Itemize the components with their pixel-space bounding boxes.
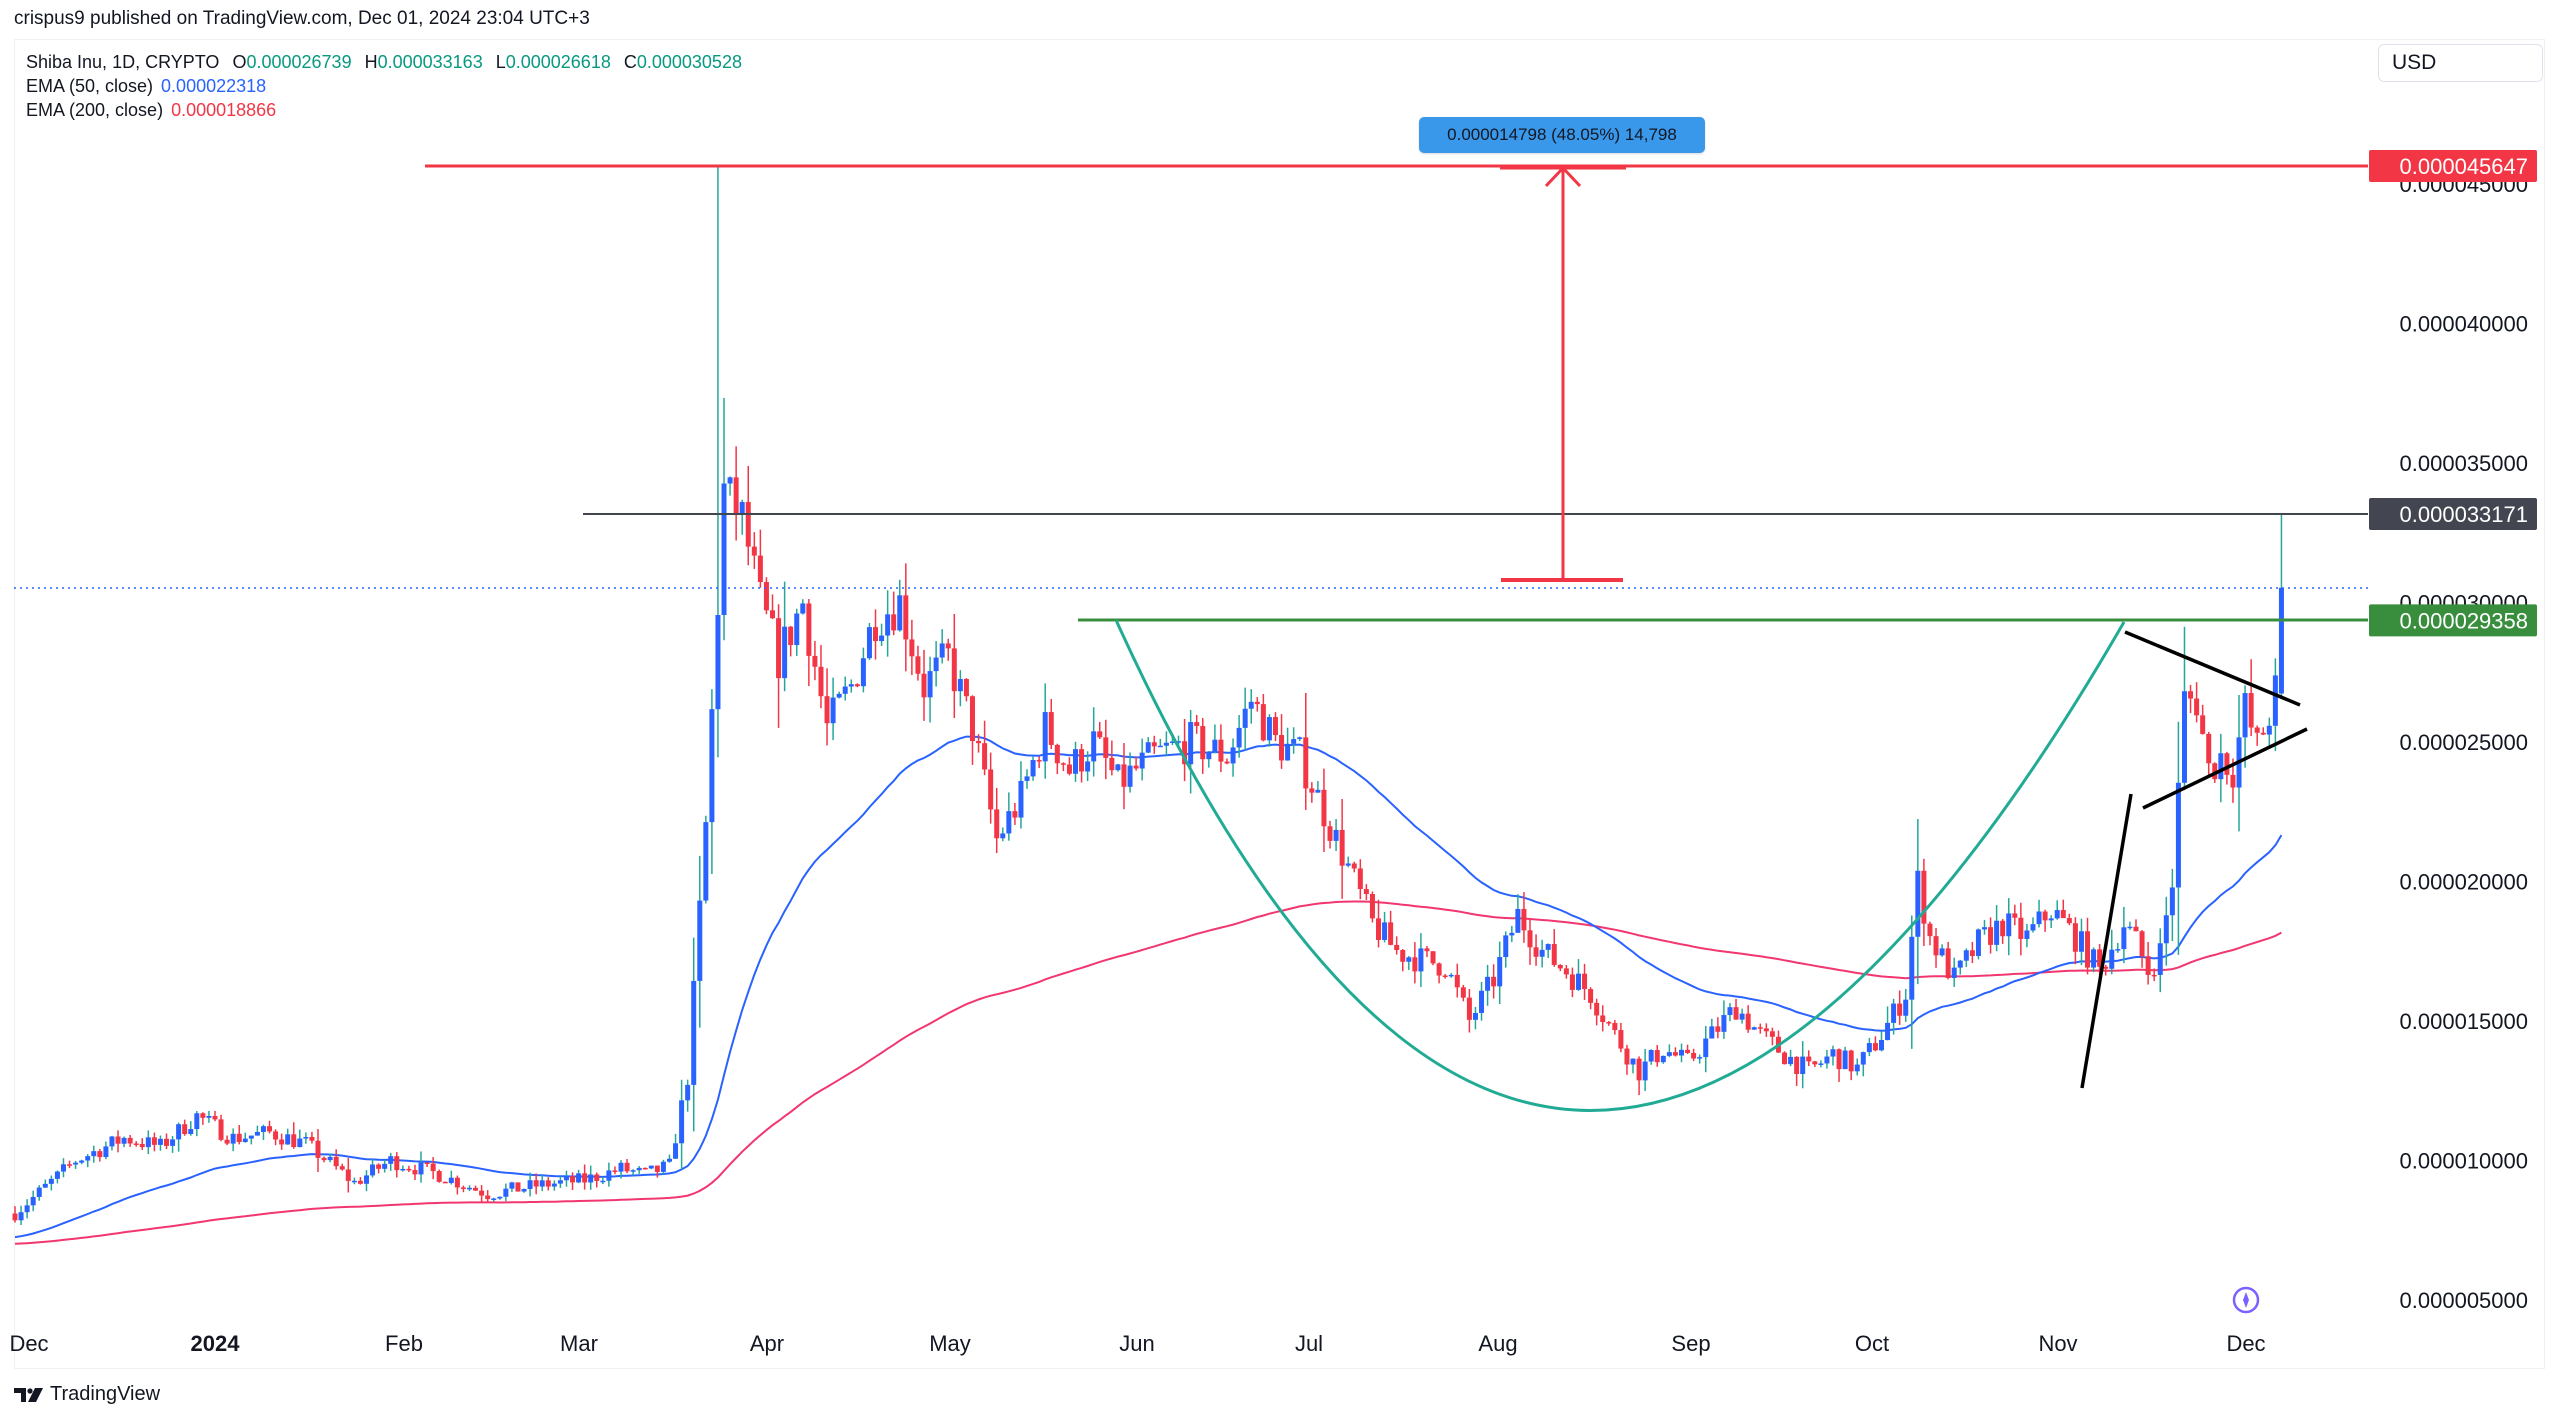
time-tick: Sep	[1671, 1331, 1710, 1356]
chart-legend: Shiba Inu, 1D, CRYPTO O0.000026739 H0.00…	[26, 50, 742, 122]
ema200-line	[14, 900, 2282, 1245]
symbol-title: Shiba Inu, 1D, CRYPTO	[26, 52, 220, 72]
ema200-value: 0.000018866	[171, 100, 277, 120]
price-tick: 0.000035000	[2400, 451, 2528, 476]
price-tick: 0.000015000	[2400, 1009, 2528, 1034]
time-tick: Nov	[2038, 1331, 2077, 1356]
close-label: C	[623, 52, 637, 72]
time-tick: Mar	[560, 1331, 598, 1356]
close-value: 0.000030528	[636, 52, 742, 72]
time-tick: Dec	[2226, 1331, 2265, 1356]
open-label: O	[232, 52, 247, 72]
time-tick: 2024	[191, 1331, 241, 1356]
svg-text:0.000033171: 0.000033171	[2400, 502, 2528, 527]
svg-text:0.000029358: 0.000029358	[2400, 608, 2528, 633]
ema200-label: EMA (200, close)	[26, 100, 164, 120]
flagpole-line[interactable]	[2080, 793, 2133, 1089]
high-value: 0.000033163	[377, 52, 483, 72]
footer-brand[interactable]: TradingView	[14, 1383, 160, 1406]
time-tick: Dec	[9, 1331, 48, 1356]
time-tick: Apr	[750, 1331, 784, 1356]
open-value: 0.000026739	[246, 52, 352, 72]
tradingview-logo-icon	[14, 1387, 43, 1402]
price-tick: 0.000020000	[2400, 870, 2528, 895]
low-value: 0.000026618	[505, 52, 611, 72]
low-label: L	[495, 52, 506, 72]
time-tick: Jun	[1119, 1331, 1154, 1356]
ema50-value: 0.000022318	[161, 76, 267, 96]
time-tick: Feb	[385, 1331, 423, 1356]
time-tick: Oct	[1855, 1331, 1889, 1356]
legend-symbol-row[interactable]: Shiba Inu, 1D, CRYPTO O0.000026739 H0.00…	[26, 50, 742, 74]
ema50-label: EMA (50, close)	[26, 76, 154, 96]
triangle-upper-line[interactable]	[2124, 630, 2301, 707]
price-axis[interactable]: 0.000005000 0.000010000 0.000015000 0.00002…	[2400, 172, 2528, 1313]
ema50-line	[14, 735, 2283, 1239]
price-tick: 0.000010000	[2400, 1149, 2528, 1174]
price-tick: 0.000040000	[2400, 312, 2528, 337]
publisher-line: crispus9 published on TradingView.com, D…	[14, 8, 590, 29]
chart-panel[interactable]	[14, 39, 2545, 1369]
time-axis[interactable]: Dec 2024 Feb Mar Apr May Jun Jul Aug Sep Oct Nov Dec	[9, 1331, 2265, 1356]
high-label: H	[364, 52, 378, 72]
brand-name: TradingView	[50, 1383, 161, 1405]
time-tick: Jul	[1295, 1331, 1323, 1356]
price-tick: 0.000005000	[2400, 1288, 2528, 1313]
measure-label: 0.000014798 (48.05%) 14,798	[1419, 117, 1705, 153]
add-alert-icon[interactable]	[2232, 1286, 2260, 1314]
time-tick: May	[929, 1331, 971, 1356]
candlestick-series	[12, 165, 2284, 1226]
measure-arrow[interactable]	[1500, 164, 1626, 582]
legend-ema200-row[interactable]: EMA (200, close) 0.000018866	[26, 98, 742, 122]
time-tick: Aug	[1478, 1331, 1517, 1356]
price-tags: 0.000045647 0.000033171 0.000029358	[2369, 149, 2537, 637]
cup-curve[interactable]	[1114, 619, 2126, 1112]
price-tick: 0.000025000	[2400, 730, 2528, 755]
svg-text:0.000045647: 0.000045647	[2400, 154, 2528, 179]
currency-selector[interactable]: USD	[2378, 44, 2543, 82]
legend-ema50-row[interactable]: EMA (50, close) 0.000022318	[26, 74, 742, 98]
triangle-lower-line[interactable]	[2142, 727, 2308, 810]
